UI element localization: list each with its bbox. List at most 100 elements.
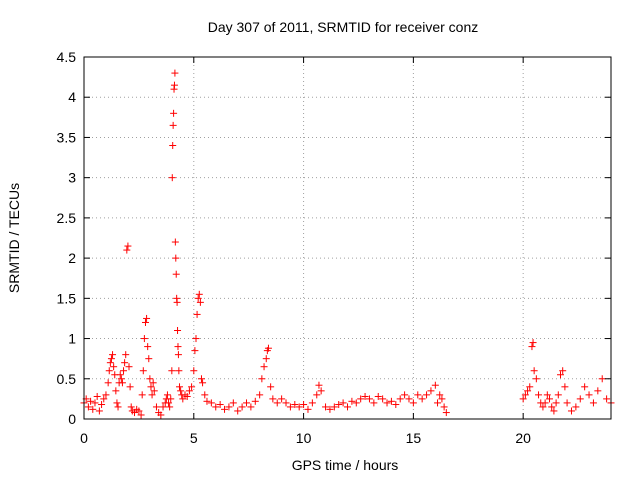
data-point	[168, 174, 176, 182]
data-point	[567, 407, 575, 415]
data-point	[84, 403, 92, 411]
chart-title: Day 307 of 2011, SRMTID for receiver con…	[208, 19, 479, 35]
data-point	[423, 391, 431, 399]
y-tick-label: 4.5	[57, 49, 77, 65]
data-point	[122, 351, 130, 359]
data-point	[95, 407, 103, 415]
data-point	[269, 395, 277, 403]
data-point	[526, 383, 534, 391]
data-point	[521, 391, 529, 399]
data-point	[120, 367, 128, 375]
data-point	[326, 405, 334, 413]
data-point	[159, 403, 167, 411]
data-point	[114, 403, 122, 411]
x-axis-label: GPS time / hours	[292, 457, 399, 473]
data-point	[370, 399, 378, 407]
data-point	[273, 399, 281, 407]
data-point	[140, 335, 148, 343]
data-point	[127, 403, 135, 411]
y-tick-label: 0.5	[57, 371, 77, 387]
data-point	[543, 391, 551, 399]
data-point	[554, 391, 562, 399]
data-point	[168, 367, 176, 375]
data-point	[126, 383, 134, 391]
data-point	[105, 367, 113, 375]
data-point	[141, 318, 149, 326]
data-point	[171, 238, 179, 246]
x-tick-label: 15	[406, 430, 422, 446]
data-point	[260, 363, 268, 371]
data-points	[80, 69, 615, 419]
data-point	[344, 403, 351, 411]
data-point	[197, 375, 205, 383]
data-point	[352, 399, 360, 407]
data-point	[405, 395, 413, 403]
data-point	[116, 371, 124, 379]
data-point	[427, 387, 435, 395]
data-point	[572, 403, 580, 411]
data-point	[286, 403, 294, 411]
x-tick-label: 10	[296, 430, 312, 446]
data-point	[530, 367, 538, 375]
data-point	[110, 363, 118, 371]
data-point	[183, 392, 191, 400]
x-tick-label: 20	[515, 430, 531, 446]
data-point	[177, 387, 185, 395]
data-point	[199, 379, 207, 387]
data-point	[196, 298, 204, 306]
data-point	[322, 403, 330, 411]
grid	[84, 57, 611, 419]
axis-tick-labels: 0 0.5 1 1.5 2 2.5 3 3.5 4 4.5 0 5 10 15 20	[57, 49, 532, 446]
y-tick-label: 4	[68, 89, 76, 105]
data-point	[409, 399, 417, 407]
data-point	[242, 399, 250, 407]
data-point	[148, 391, 156, 399]
data-point	[123, 246, 131, 254]
y-tick-label: 1	[68, 331, 76, 347]
data-point	[100, 395, 108, 403]
data-point	[576, 395, 584, 403]
data-point	[383, 399, 391, 407]
data-point	[256, 391, 264, 399]
data-point	[152, 403, 160, 411]
data-point	[539, 403, 547, 411]
data-point	[267, 383, 275, 391]
data-point	[295, 403, 303, 411]
data-point	[392, 401, 400, 409]
y-axis-label: SRMTID / TECUs	[6, 183, 22, 293]
data-point	[264, 344, 272, 352]
data-point	[374, 392, 382, 400]
y-tick-label: 2.5	[57, 210, 77, 226]
data-point	[102, 391, 110, 399]
data-point	[191, 347, 199, 355]
data-point	[339, 399, 347, 407]
data-point	[91, 399, 99, 407]
data-point	[535, 391, 543, 399]
data-point	[173, 298, 181, 306]
data-point	[365, 395, 373, 403]
data-point	[282, 399, 290, 407]
data-point	[172, 270, 180, 278]
data-point	[414, 391, 422, 399]
data-point	[438, 395, 446, 403]
data-point	[87, 397, 95, 405]
plot-area-border	[83, 56, 612, 420]
data-point	[212, 403, 220, 411]
data-point	[89, 405, 97, 413]
data-point	[300, 401, 308, 409]
data-point	[598, 375, 606, 383]
data-point	[109, 351, 117, 359]
data-point	[113, 399, 121, 407]
data-point	[170, 81, 178, 89]
data-point	[146, 375, 154, 383]
data-point	[552, 399, 560, 407]
data-point	[247, 403, 255, 411]
data-point	[396, 395, 404, 403]
y-tick-label: 0	[68, 411, 76, 427]
data-point	[532, 375, 540, 383]
data-point	[238, 403, 246, 411]
data-point	[143, 314, 151, 322]
data-point	[137, 411, 145, 419]
data-point	[192, 335, 200, 343]
